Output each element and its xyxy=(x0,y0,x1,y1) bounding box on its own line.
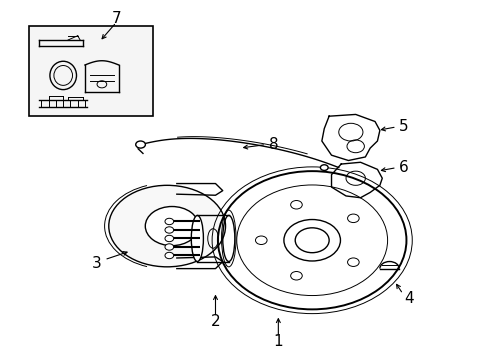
Text: 7: 7 xyxy=(111,11,121,26)
Text: 3: 3 xyxy=(92,256,102,271)
Ellipse shape xyxy=(191,215,203,261)
Text: 8: 8 xyxy=(268,137,278,152)
Circle shape xyxy=(164,218,173,225)
Text: 6: 6 xyxy=(398,160,408,175)
Circle shape xyxy=(136,141,145,148)
Text: 5: 5 xyxy=(398,119,408,134)
Circle shape xyxy=(145,207,198,246)
Circle shape xyxy=(164,252,173,259)
Circle shape xyxy=(320,165,327,170)
Circle shape xyxy=(164,244,173,250)
Text: 4: 4 xyxy=(403,291,413,306)
Ellipse shape xyxy=(108,185,225,267)
Text: 2: 2 xyxy=(210,314,220,329)
Bar xyxy=(29,26,152,116)
Circle shape xyxy=(164,235,173,242)
Circle shape xyxy=(164,227,173,233)
Text: 1: 1 xyxy=(273,334,283,349)
